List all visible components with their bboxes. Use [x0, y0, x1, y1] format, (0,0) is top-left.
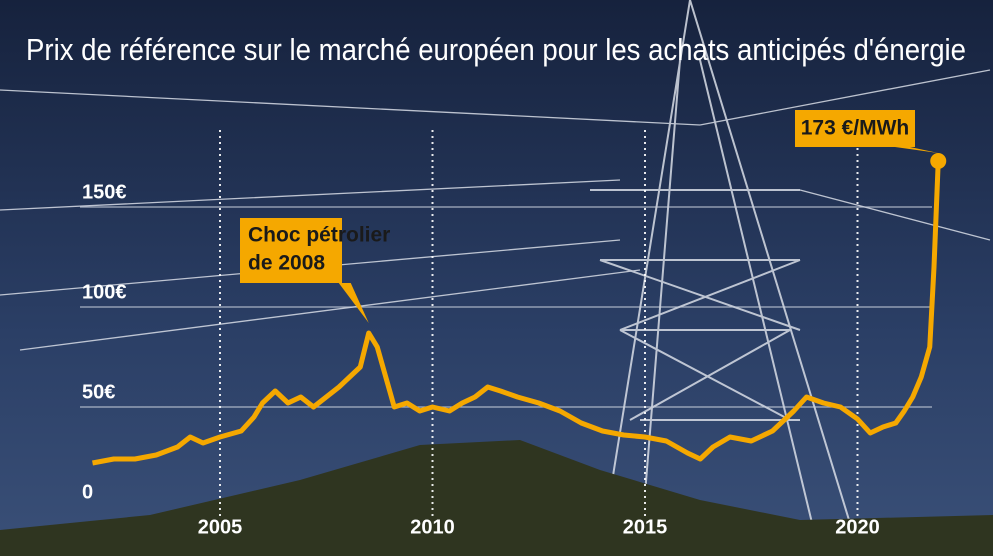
- annotation-text: de 2008: [248, 252, 325, 275]
- value-label-box: [795, 110, 939, 153]
- hill: [0, 440, 993, 556]
- value-label: 173 €/MWh: [801, 117, 910, 140]
- x-tick-label: 2005: [198, 516, 243, 538]
- annotation-text: Choc pétrolier: [248, 224, 390, 247]
- y-tick-label: 100€: [82, 281, 127, 303]
- x-tick-label: 2020: [835, 516, 880, 538]
- annotation-box: [240, 218, 369, 323]
- price-line: [92, 160, 941, 466]
- y-tick-label: 50€: [82, 381, 115, 403]
- x-tick-label: 2010: [410, 516, 455, 538]
- y-tick-label: 150€: [82, 181, 127, 203]
- x-tick-label: 2015: [623, 516, 668, 538]
- y-tick-label: 0: [82, 481, 93, 503]
- chart-title: Prix de référence sur le marché européen…: [26, 32, 966, 67]
- end-point: [930, 153, 947, 169]
